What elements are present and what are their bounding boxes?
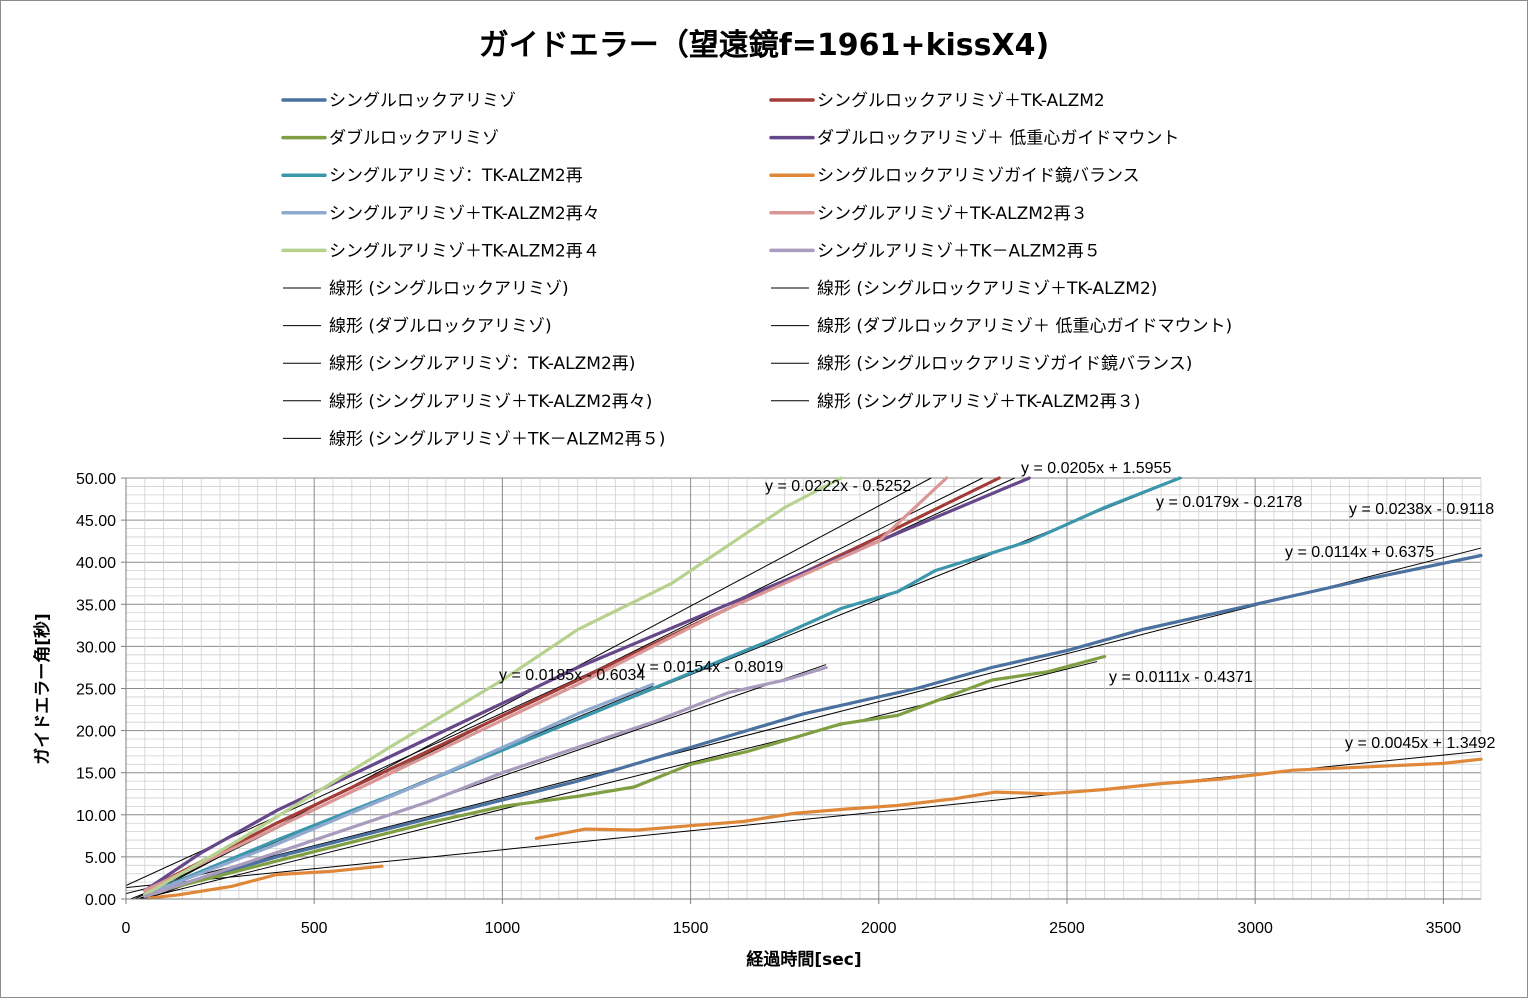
legend-label: 線形 (ダブルロックアリミゾ) <box>329 316 552 337</box>
series-line <box>147 864 384 900</box>
legend-label: 線形 (シングルアリミゾ＋TK-ALZM2再３) <box>817 392 1140 412</box>
grid <box>125 477 1482 900</box>
trendline-equation: y = 0.0205x + 1.5955 <box>1021 460 1171 477</box>
y-tick-label: 50.00 <box>76 471 116 488</box>
legend-label: シングルロックアリミゾ＋TK-ALZM2 <box>817 91 1105 111</box>
y-tick-label: 45.00 <box>76 513 116 530</box>
series-line <box>534 757 1483 841</box>
legend-label: シングルロックアリミゾ <box>329 91 516 111</box>
axes: 0.00 5.00 10.00 15.00 20.00 25.00 30.00 35.00 40… <box>76 471 1481 937</box>
series-line <box>143 682 655 897</box>
x-axis-title: 経過時間[sec] <box>746 949 861 970</box>
y-tick-label: 10.00 <box>76 808 116 825</box>
series-line <box>143 476 949 893</box>
series-line <box>143 654 1107 897</box>
legend-label: 線形 (シングルロックアリミゾ) <box>329 279 569 299</box>
legend-label: シングルアリミゾ＋TK－ALZM2再５ <box>817 241 1101 261</box>
trendline-equation: y = 0.0179x - 0.2178 <box>1156 494 1302 511</box>
trendline-equation: y = 0.0114x + 0.6375 <box>1285 544 1434 561</box>
legend-label: シングルアリミゾ＋TK-ALZM2再３ <box>817 204 1088 224</box>
y-tick-label: 0.00 <box>85 892 116 909</box>
y-tick-label: 20.00 <box>76 724 116 741</box>
legend-label: 線形 (シングルロックアリミゾ＋TK-ALZM2) <box>817 279 1157 299</box>
x-tick-label: 500 <box>301 920 328 937</box>
x-tick-label: 2500 <box>1049 920 1085 937</box>
series-line <box>143 553 1483 897</box>
legend-label: シングルロックアリミゾガイド鏡バランス <box>817 166 1140 186</box>
legend-label: 線形 (シングルアリミゾ＋TK－ALZM2再５) <box>329 429 665 449</box>
y-tick-label: 5.00 <box>85 850 116 867</box>
series-lines <box>143 476 1483 900</box>
chart-title: ガイドエラー（望遠鏡f=1961+kissX4) <box>479 28 1049 63</box>
trendline-equation: y = 0.0185x - 0.6034 <box>499 667 645 684</box>
x-tick-label: 1500 <box>673 920 709 937</box>
legend-label: 線形 (シングルアリミゾ：TK-ALZM2再) <box>329 354 635 374</box>
trendline-equation: y = 0.0111x - 0.4371 <box>1109 669 1253 686</box>
legend: シングルロックアリミゾ シングルロックアリミゾ＋TK-ALZM2 ダブルロックアリミ… <box>281 91 1232 449</box>
y-tick-label: 35.00 <box>76 597 116 614</box>
x-tick-label: 2000 <box>861 920 897 937</box>
y-tick-label: 30.00 <box>76 639 116 656</box>
x-tick-label: 3000 <box>1237 920 1273 937</box>
legend-label: シングルアリミゾ＋TK-ALZM2再４ <box>329 241 600 261</box>
x-tick-label: 3500 <box>1426 920 1462 937</box>
legend-label: 線形 (シングルアリミゾ＋TK-ALZM2再々) <box>329 392 652 412</box>
legend-label: ダブルロックアリミゾ＋ 低重心ガイドマウント <box>817 128 1179 149</box>
trendline-equations: y = 0.0114x + 0.6375 y = 0.0205x + 1.5955… <box>499 460 1495 752</box>
legend-label: シングルアリミゾ：TK-ALZM2再 <box>329 166 583 186</box>
y-tick-label: 15.00 <box>76 766 116 783</box>
trendline-equation: y = 0.0238x - 0.9118 <box>1349 501 1494 518</box>
series-line <box>143 476 1001 893</box>
series-line <box>143 665 828 899</box>
legend-label: 線形 (シングルロックアリミゾガイド鏡バランス) <box>817 354 1192 374</box>
y-axis-title: ガイドエラー角[秒] <box>32 613 53 765</box>
legend-label: シングルアリミゾ＋TK-ALZM2再々 <box>329 204 600 224</box>
legend-label: ダブルロックアリミゾ <box>329 128 499 149</box>
x-tick-label: 0 <box>122 920 131 937</box>
y-tick-label: 25.00 <box>76 682 116 699</box>
x-tick-label: 1000 <box>485 920 521 937</box>
trendline-equation: y = 0.0045x + 1.3492 <box>1345 735 1495 752</box>
series-line <box>143 476 843 897</box>
trendline-equation: y = 0.0222x - 0.5252 <box>765 478 911 495</box>
trendline-equation: y = 0.0154x - 0.8019 <box>637 659 783 676</box>
y-tick-label: 40.00 <box>76 555 116 572</box>
legend-label: 線形 (ダブルロックアリミゾ＋ 低重心ガイドマウント) <box>817 316 1232 337</box>
